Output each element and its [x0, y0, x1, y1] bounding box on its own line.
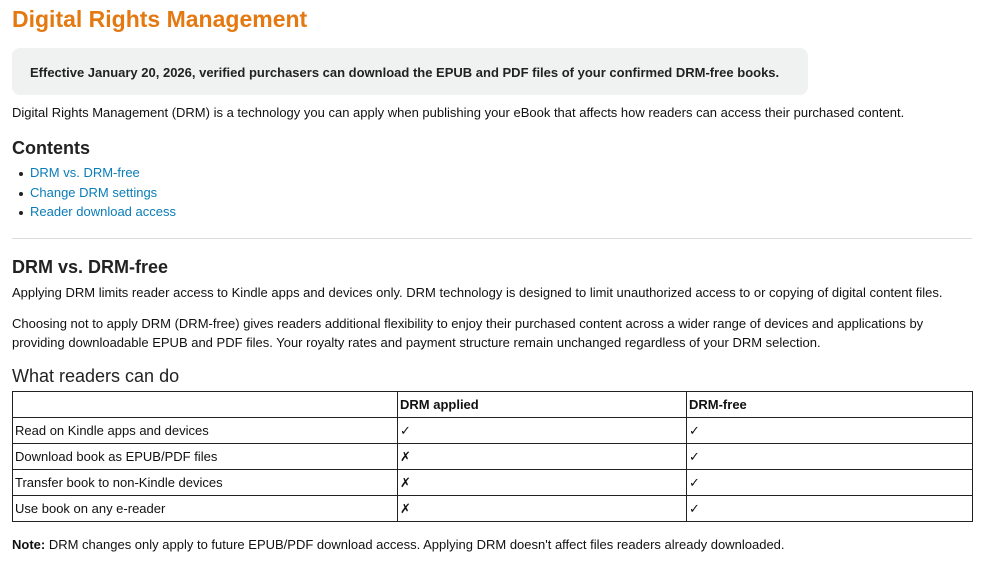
section-paragraph-1: Applying DRM limits reader access to Kin… [12, 285, 943, 300]
note-label: Note: [12, 537, 46, 552]
cross-icon: ✗ [397, 469, 687, 496]
link-drm-vs-drm-free[interactable]: DRM vs. DRM-free [30, 165, 140, 180]
announcement-banner: Effective January 20, 2026, verified pur… [12, 48, 808, 95]
check-icon: ✓ [686, 469, 973, 496]
divider [12, 238, 972, 239]
feature-cell: Use book on any e-reader [12, 495, 398, 522]
check-icon: ✓ [686, 417, 973, 444]
check-icon: ✓ [686, 443, 973, 470]
intro-text: Digital Rights Management (DRM) is a tec… [12, 105, 905, 120]
feature-cell: Download book as EPUB/PDF files [12, 443, 398, 470]
feature-cell: Transfer book to non-Kindle devices [12, 469, 398, 496]
feature-cell: Read on Kindle apps and devices [12, 417, 398, 444]
table-heading: What readers can do [12, 366, 180, 386]
table-row: Download book as EPUB/PDF files ✗ ✓ [12, 443, 973, 470]
check-icon: ✓ [686, 495, 973, 522]
header-cell [12, 391, 398, 418]
link-change-drm-settings[interactable]: Change DRM settings [30, 184, 158, 200]
table-row: Transfer book to non-Kindle devices ✗ ✓ [12, 469, 973, 496]
link-reader-download-access[interactable]: Reader download access [30, 204, 176, 219]
contents-item: Reader download access [12, 203, 176, 223]
section-paragraph-2: Choosing not to apply DRM (DRM-free) giv… [12, 316, 924, 350]
contents-list: DRM vs. DRM-free Change DRM settings Rea… [12, 164, 176, 223]
table-row: Use book on any e-reader ✗ ✓ [12, 495, 973, 522]
check-icon: ✓ [397, 417, 687, 444]
page-title: Digital Rights Management [12, 6, 308, 32]
header-drm-applied: DRM applied [397, 391, 687, 418]
note: Note: DRM changes only apply to future E… [12, 537, 785, 552]
section-heading: DRM vs. DRM-free [12, 257, 169, 277]
table-header-row: DRM applied DRM-free [12, 391, 973, 418]
table-row: Read on Kindle apps and devices ✓ ✓ [12, 417, 973, 444]
note-text: DRM changes only apply to future EPUB/PD… [45, 537, 785, 552]
comparison-table: DRM applied DRM-free Read on Kindle apps… [12, 391, 973, 522]
contents-item: DRM vs. DRM-free [12, 164, 176, 184]
cross-icon: ✗ [397, 495, 687, 522]
cross-icon: ✗ [397, 443, 687, 470]
header-drm-free: DRM-free [686, 391, 973, 418]
contents-heading: Contents [12, 138, 90, 158]
contents-item: Change DRM settings [12, 184, 176, 204]
